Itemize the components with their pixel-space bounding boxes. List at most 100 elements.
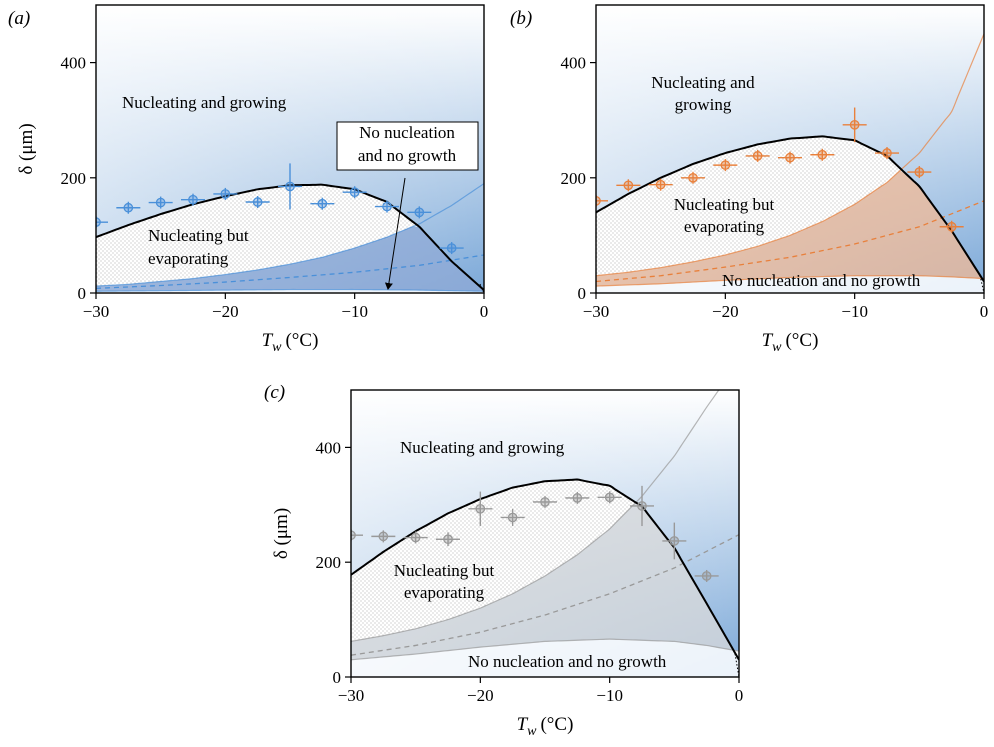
region-label-no-growth: No nucleation and no growth: [358, 123, 457, 165]
region-label-evaporating: Nucleating but evaporating: [148, 226, 249, 268]
plot-area: [596, 5, 984, 293]
annotation-box: [336, 121, 479, 171]
x-tick-label: 0: [735, 686, 744, 705]
x-tick-label: 0: [980, 302, 989, 321]
y-tick-label: 200: [61, 169, 87, 188]
panel-letter: (c): [264, 382, 285, 403]
y-tick-label: 200: [316, 553, 342, 572]
boundary-tail-dotted: [734, 653, 739, 677]
data-point: [914, 167, 925, 177]
data-point: [637, 501, 647, 511]
upper-bound-line: [596, 33, 984, 277]
region-label-no-growth-line: No nucleation: [359, 123, 455, 142]
x-tick-label: −20: [467, 686, 494, 705]
region-label-growing-line: growing: [675, 95, 732, 114]
boundary-curve: [596, 135, 984, 283]
data-point: [475, 503, 486, 514]
data-point: [623, 180, 634, 191]
region-label-evaporating: Nucleating but evaporating: [394, 561, 495, 602]
chart-panel-1: −30 −20 −10 0 0 200 400 Tw (°C) δ (μm) (a) Nucleati…: [8, 4, 489, 355]
x-axis-label: Tw (°C): [262, 330, 319, 355]
data-point: [446, 243, 457, 253]
chart-panel-2: −30 −20 −10 0 0 200 400 Tw (°C) (b) Nucleating and…: [510, 4, 989, 355]
y-tick-label: 0: [333, 668, 342, 687]
y-tick-label: 0: [78, 284, 87, 303]
plot-area: [351, 390, 739, 677]
y-axis-label: δ (μm): [271, 508, 292, 559]
region-label-no-growth-line: No nucleation and no growth: [468, 652, 667, 671]
uncertainty-band: [96, 226, 484, 292]
data-point: [414, 207, 425, 218]
data-point: [443, 534, 453, 545]
data-point: [507, 512, 518, 523]
data-point: [572, 493, 583, 503]
upper-bound-line: [96, 183, 484, 287]
y-axis-label: δ (μm): [16, 123, 37, 174]
data-point: [123, 202, 134, 213]
data-point: [882, 148, 892, 158]
lower-bound-line: [96, 288, 484, 292]
region-label-evaporating-line: Nucleating but: [148, 226, 249, 245]
x-tick-label: −10: [341, 302, 368, 321]
nucleating-evaporating-region: [351, 479, 739, 660]
data-point: [596, 195, 601, 206]
data-point: [540, 497, 550, 507]
plot-frame: [595, 4, 985, 294]
data-point: [849, 119, 860, 130]
plot-frame: [350, 389, 740, 678]
x-tick-label: −10: [596, 686, 623, 705]
plot-frame: [95, 4, 485, 294]
data-point: [669, 536, 680, 546]
region-label-growing-line: Nucleating and growing: [400, 438, 565, 457]
x-axis-label: Tw (°C): [517, 714, 574, 739]
data-point: [351, 530, 356, 541]
median-dashed-line: [351, 534, 739, 656]
median-dashed-line: [96, 254, 484, 290]
region-label-no-growth: No nucleation and no growth: [722, 271, 921, 290]
data-point: [382, 201, 392, 212]
x-tick-label: −30: [83, 302, 110, 321]
data-point: [188, 194, 198, 205]
region-label-evaporating-line: Nucleating but: [674, 195, 775, 214]
region-label-growing: Nucleating and growing: [122, 93, 287, 112]
data-point: [946, 221, 957, 232]
lower-bound-line: [351, 638, 739, 661]
data-point: [349, 187, 360, 198]
y-tick-label: 0: [578, 284, 587, 303]
region-label-no-growth-line: and no growth: [358, 146, 457, 165]
data-point: [752, 151, 763, 161]
panel-letter: (a): [8, 8, 30, 29]
data-point: [252, 197, 263, 207]
annotation-arrow: [384, 177, 406, 290]
region-label-growing-line: Nucleating and growing: [122, 93, 287, 112]
y-tick-label: 400: [61, 54, 87, 73]
data-point: [378, 531, 389, 542]
region-label-no-growth-line: No nucleation and no growth: [722, 271, 921, 290]
data-point: [720, 160, 731, 170]
data-point: [701, 571, 712, 581]
data-point: [155, 197, 166, 208]
region-label-growing-line: Nucleating and: [651, 73, 755, 92]
chart-panel-3: −30 −20 −10 0 0 200 400 Tw (°C) δ (μm) (c) Nucleati…: [264, 382, 744, 739]
x-tick-label: −10: [841, 302, 868, 321]
region-label-no-growth: No nucleation and no growth: [468, 652, 667, 671]
x-tick-label: −20: [712, 302, 739, 321]
region-label-evaporating-line: evaporating: [148, 249, 229, 268]
uncertainty-band: [351, 502, 739, 660]
panel-letter: (b): [510, 8, 532, 29]
region-label-evaporating-line: Nucleating but: [394, 561, 495, 580]
median-dashed-line: [596, 200, 984, 283]
no-growth-region: [596, 275, 984, 293]
region-label-growing: Nucleating and growing: [400, 438, 565, 457]
uncertainty-band: [596, 170, 984, 287]
x-tick-label: −30: [338, 686, 365, 705]
data-point: [688, 172, 698, 183]
x-tick-label: 0: [480, 302, 489, 321]
x-tick-label: −30: [583, 302, 610, 321]
region-label-evaporating: Nucleating but evaporating: [674, 195, 775, 236]
data-point: [785, 152, 795, 163]
lower-bound-line: [596, 275, 984, 287]
no-growth-region: [351, 639, 739, 677]
region-label-growing: Nucleating and growing: [651, 73, 755, 114]
